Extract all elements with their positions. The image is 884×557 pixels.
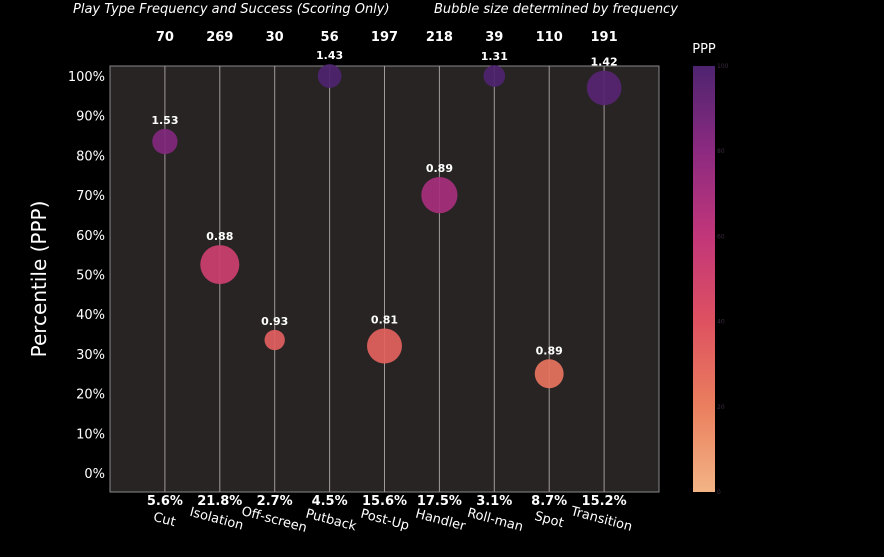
ppp-label: 0.89 — [426, 162, 453, 175]
ppp-label: 0.93 — [261, 315, 288, 328]
colorbar — [693, 66, 715, 492]
ppp-label: 0.88 — [206, 230, 233, 243]
frequency-labels: 5.6% 21.8% 2.7% 4.5% 15.6% 17.5% 3.1% 8.7% 15.2% — [147, 494, 627, 509]
bubble-isolation — [200, 245, 240, 285]
frequency-label: 8.7% — [531, 494, 567, 509]
bubble-transition — [586, 70, 622, 106]
colorbar-tick: 60 — [717, 233, 725, 240]
count-label: 110 — [536, 30, 563, 45]
bubbles — [152, 64, 622, 389]
count-label: 39 — [485, 30, 503, 45]
y-tick-label: 0% — [84, 467, 105, 482]
count-label: 218 — [426, 30, 453, 45]
y-tick-label: 70% — [76, 189, 105, 204]
y-tick-label: 90% — [76, 110, 105, 125]
count-label: 269 — [206, 30, 233, 45]
colorbar-tick: 0 — [717, 489, 721, 496]
category-label: Spot — [533, 509, 565, 531]
ppp-label: 1.31 — [481, 50, 508, 63]
category-label: Putback — [304, 507, 358, 535]
colorbar-tick: 80 — [717, 148, 725, 155]
y-tick-label: 50% — [76, 269, 105, 284]
y-tick-label: 20% — [76, 388, 105, 403]
y-tick-label: 80% — [76, 149, 105, 164]
y-tick-labels: 0% 10% 20% 30% 40% 50% 60% 70% 80% 90% 100% — [68, 70, 105, 482]
ppp-label: 1.53 — [151, 114, 178, 127]
category-label: Cut — [152, 510, 178, 530]
count-label: 197 — [371, 30, 398, 45]
bubble-cut — [152, 128, 178, 155]
ppp-label: 0.81 — [371, 313, 398, 326]
bubble-handler — [421, 176, 458, 214]
colorbar-ticks: 0 20 40 60 80 100 — [717, 63, 729, 496]
category-label: Roll-man — [466, 506, 525, 535]
y-tick-label: 30% — [76, 348, 105, 363]
bubble-off-screen — [264, 329, 285, 351]
count-label: 70 — [156, 30, 174, 45]
bubble-spot — [534, 359, 564, 389]
y-tick-label: 10% — [76, 427, 105, 442]
frequency-label: 3.1% — [476, 494, 512, 509]
colorbar-tick: 20 — [717, 404, 725, 411]
frequency-label: 2.7% — [257, 494, 293, 509]
colorbar-tick: 100 — [717, 63, 729, 70]
colorbar-title: PPP — [692, 42, 716, 57]
ppp-label: 1.42 — [591, 56, 618, 69]
chart-title: Play Type Frequency and Success (Scoring… — [73, 2, 390, 17]
bubble-roll-man — [483, 65, 506, 87]
colorbar-tick: 40 — [717, 319, 725, 326]
frequency-label: 21.8% — [197, 494, 242, 509]
count-label: 191 — [591, 30, 618, 45]
ppp-label: 0.89 — [536, 344, 563, 357]
y-tick-label: 100% — [68, 70, 105, 85]
count-label: 30 — [266, 30, 284, 45]
chart-subtitle: Bubble size determined by frequency — [434, 2, 678, 17]
category-label: Isolation — [188, 505, 245, 534]
bubble-putback — [317, 64, 342, 88]
bubble-post-up — [367, 328, 402, 364]
category-label: Handler — [414, 507, 468, 535]
count-label: 56 — [321, 30, 339, 45]
y-axis-label: Percentile (PPP) — [27, 201, 51, 358]
count-labels: 70 269 30 56 197 218 39 110 191 — [156, 30, 618, 45]
frequency-label: 5.6% — [147, 494, 183, 509]
ppp-label: 1.43 — [316, 49, 343, 62]
category-label: Post-Up — [359, 507, 411, 534]
y-tick-label: 40% — [76, 308, 105, 323]
y-tick-label: 60% — [76, 229, 105, 244]
frequency-label: 4.5% — [312, 494, 348, 509]
frequency-label: 15.6% — [362, 494, 407, 509]
frequency-label: 17.5% — [417, 494, 462, 509]
frequency-label: 15.2% — [582, 494, 627, 509]
ppp-labels: 1.53 0.88 0.93 1.43 0.81 0.89 1.31 0.89 1.42 — [151, 49, 617, 357]
